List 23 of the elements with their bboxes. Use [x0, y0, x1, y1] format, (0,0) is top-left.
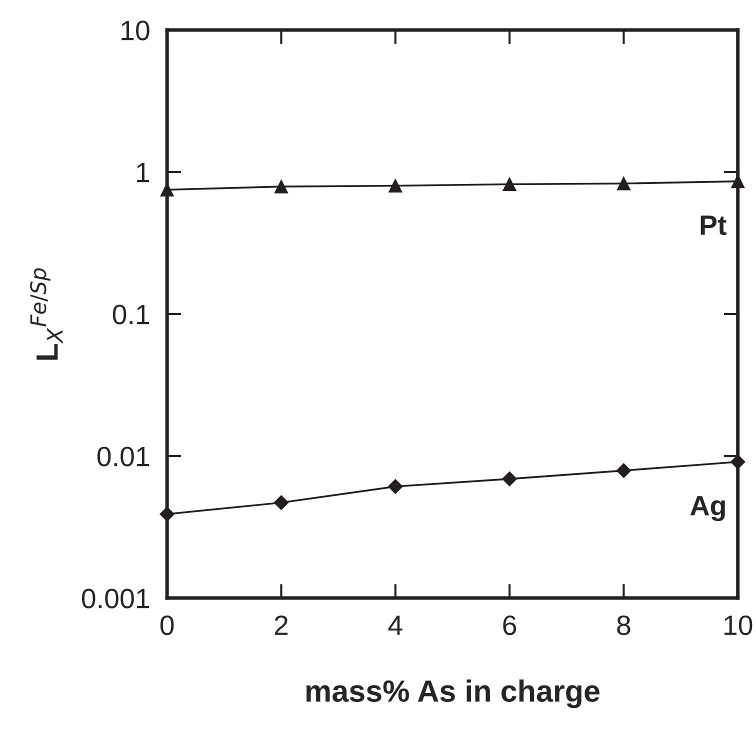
- x-tick-label: 4: [388, 616, 402, 635]
- y-tick-label: 0.001: [82, 588, 150, 608]
- series-label: Ag: [690, 496, 725, 522]
- point: [388, 479, 403, 494]
- x-axis-title: mass% As in charge: [306, 679, 600, 708]
- y-tick-label: 1: [137, 162, 150, 182]
- point: [502, 177, 516, 192]
- point: [616, 176, 630, 190]
- x-tick-label: 8: [617, 615, 630, 636]
- point: [616, 463, 632, 478]
- x-tick-label: 10: [724, 615, 752, 636]
- y-tick-label: 0.01: [97, 446, 150, 466]
- point: [274, 180, 288, 194]
- y-tick-label: 10: [122, 20, 150, 40]
- y-axis-title: L$_{X}$$^{Fe/Sp}$: [30, 268, 63, 360]
- point: [388, 179, 402, 193]
- y-tick-label: 0.1: [112, 304, 150, 324]
- point: [274, 495, 289, 510]
- series-label: Pt: [700, 216, 726, 236]
- x-tick-label: 2: [274, 615, 288, 635]
- point: [502, 472, 517, 486]
- x-tick-label: 0: [160, 615, 174, 636]
- x-tick-label: 6: [503, 615, 516, 636]
